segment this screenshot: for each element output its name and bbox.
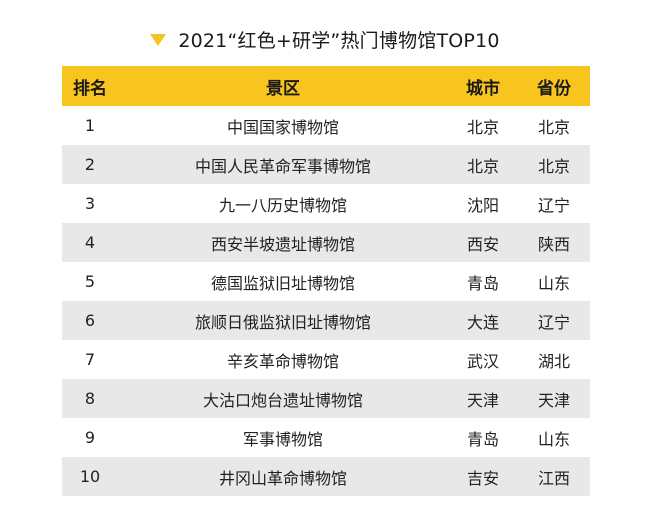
rank-cell: 5 — [84, 272, 96, 291]
province-cell: 陕西 — [537, 234, 570, 254]
table-row: 5 德国监狱旧址博物馆 青岛 山东 — [62, 262, 590, 301]
city-cell: 天津 — [466, 390, 499, 410]
table-row: 8 大沽口炮台遗址博物馆 天津 天津 — [62, 379, 590, 418]
name-cell: 井冈山革命博物馆 — [218, 468, 347, 488]
title-row: 2021“红色+研学”热门博物馆TOP10 — [0, 22, 650, 56]
header-rank: 排名 — [73, 78, 107, 99]
name-cell: 中国人民革命军事博物馆 — [194, 156, 371, 176]
province-cell: 辽宁 — [537, 312, 570, 332]
province-cell: 江西 — [537, 468, 570, 488]
name-cell: 旅顺日俄监狱旧址博物馆 — [194, 312, 371, 332]
province-cell: 湖北 — [537, 351, 570, 371]
city-cell: 西安 — [466, 234, 499, 254]
rank-cell: 2 — [84, 155, 96, 174]
name-cell: 中国国家博物馆 — [226, 117, 339, 137]
table-row: 6 旅顺日俄监狱旧址博物馆 大连 辽宁 — [62, 301, 590, 340]
rank-cell: 8 — [84, 389, 96, 408]
table-row: 9 军事博物馆 青岛 山东 — [62, 418, 590, 457]
province-cell: 天津 — [537, 390, 570, 410]
city-cell: 武汉 — [466, 351, 499, 371]
name-cell: 德国监狱旧址博物馆 — [210, 273, 355, 293]
table-row: 1 中国国家博物馆 北京 北京 — [62, 106, 590, 145]
rank-cell: 1 — [84, 116, 96, 135]
table-header: 排名 景区 城市 省份 — [62, 66, 590, 106]
name-cell: 辛亥革命博物馆 — [226, 351, 339, 371]
rank-cell: 10 — [79, 467, 101, 486]
header-province: 省份 — [537, 78, 571, 99]
city-cell: 吉安 — [466, 468, 499, 488]
header-city: 城市 — [466, 78, 500, 99]
rank-cell: 4 — [84, 233, 96, 252]
province-cell: 山东 — [537, 429, 570, 449]
city-cell: 北京 — [466, 156, 499, 176]
table-row: 4 西安半坡遗址博物馆 西安 陕西 — [62, 223, 590, 262]
rank-cell: 7 — [84, 350, 96, 369]
name-cell: 军事博物馆 — [242, 429, 323, 449]
table-row: 2 中国人民革命军事博物馆 北京 北京 — [62, 145, 590, 184]
table-row: 7 辛亥革命博物馆 武汉 湖北 — [62, 340, 590, 379]
city-cell: 青岛 — [466, 429, 499, 449]
city-cell: 青岛 — [466, 273, 499, 293]
ranking-table: 排名 景区 城市 省份 1 中国国家博物馆 北京 北京 2 中国人民革命军事博物… — [62, 66, 590, 496]
page-title: 2021“红色+研学”热门博物馆TOP10 — [178, 29, 500, 52]
city-cell: 北京 — [466, 117, 499, 137]
rank-cell: 6 — [84, 311, 96, 330]
name-cell: 大沽口炮台遗址博物馆 — [202, 390, 363, 410]
triangle-down-icon — [150, 34, 167, 46]
table-row: 3 九一八历史博物馆 沈阳 辽宁 — [62, 184, 590, 223]
name-cell: 九一八历史博物馆 — [218, 195, 347, 215]
name-cell: 西安半坡遗址博物馆 — [210, 234, 355, 254]
province-cell: 辽宁 — [537, 195, 570, 215]
table-row: 10 井冈山革命博物馆 吉安 江西 — [62, 457, 590, 496]
city-cell: 大连 — [466, 312, 499, 332]
city-cell: 沈阳 — [466, 195, 499, 215]
province-cell: 北京 — [537, 156, 570, 176]
header-name: 景区 — [266, 78, 300, 99]
rank-cell: 3 — [84, 194, 96, 213]
rank-cell: 9 — [84, 428, 96, 447]
province-cell: 北京 — [537, 117, 570, 137]
province-cell: 山东 — [537, 273, 570, 293]
